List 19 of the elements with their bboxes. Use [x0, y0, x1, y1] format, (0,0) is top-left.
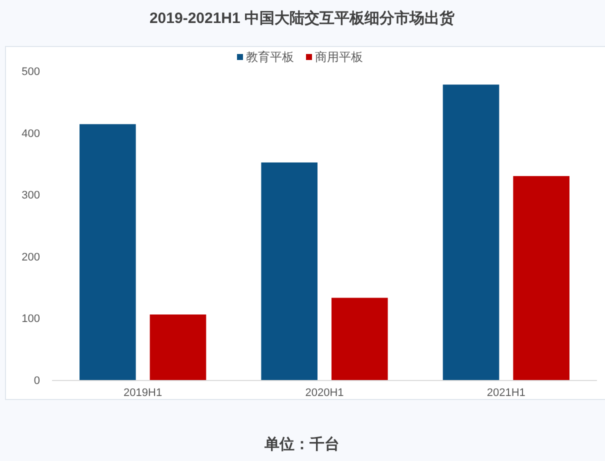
bar — [261, 162, 318, 380]
y-tick-label: 300 — [22, 190, 40, 202]
y-tick-label: 400 — [22, 128, 40, 140]
x-tick-label: 2020H1 — [305, 387, 344, 399]
y-tick-label: 100 — [22, 313, 40, 326]
y-tick-label: 200 — [22, 251, 40, 264]
chart-title: 2019-2021H1 中国大陆交互平板细分市场出货 — [149, 9, 456, 27]
text: 单位：千台 — [264, 436, 340, 453]
bar — [80, 124, 136, 380]
bar — [442, 84, 500, 380]
bar — [331, 298, 388, 380]
x-tick-label: 2019H1 — [124, 387, 162, 399]
y-tick-label: 500 — [22, 66, 40, 78]
y-tick-label: 0 — [34, 375, 40, 387]
bar — [150, 314, 206, 380]
bar — [513, 176, 570, 380]
legend-label: 教育平板 — [246, 50, 294, 64]
legend-label: 商用平板 — [315, 50, 363, 64]
x-tick-label: 2021H1 — [486, 387, 526, 399]
